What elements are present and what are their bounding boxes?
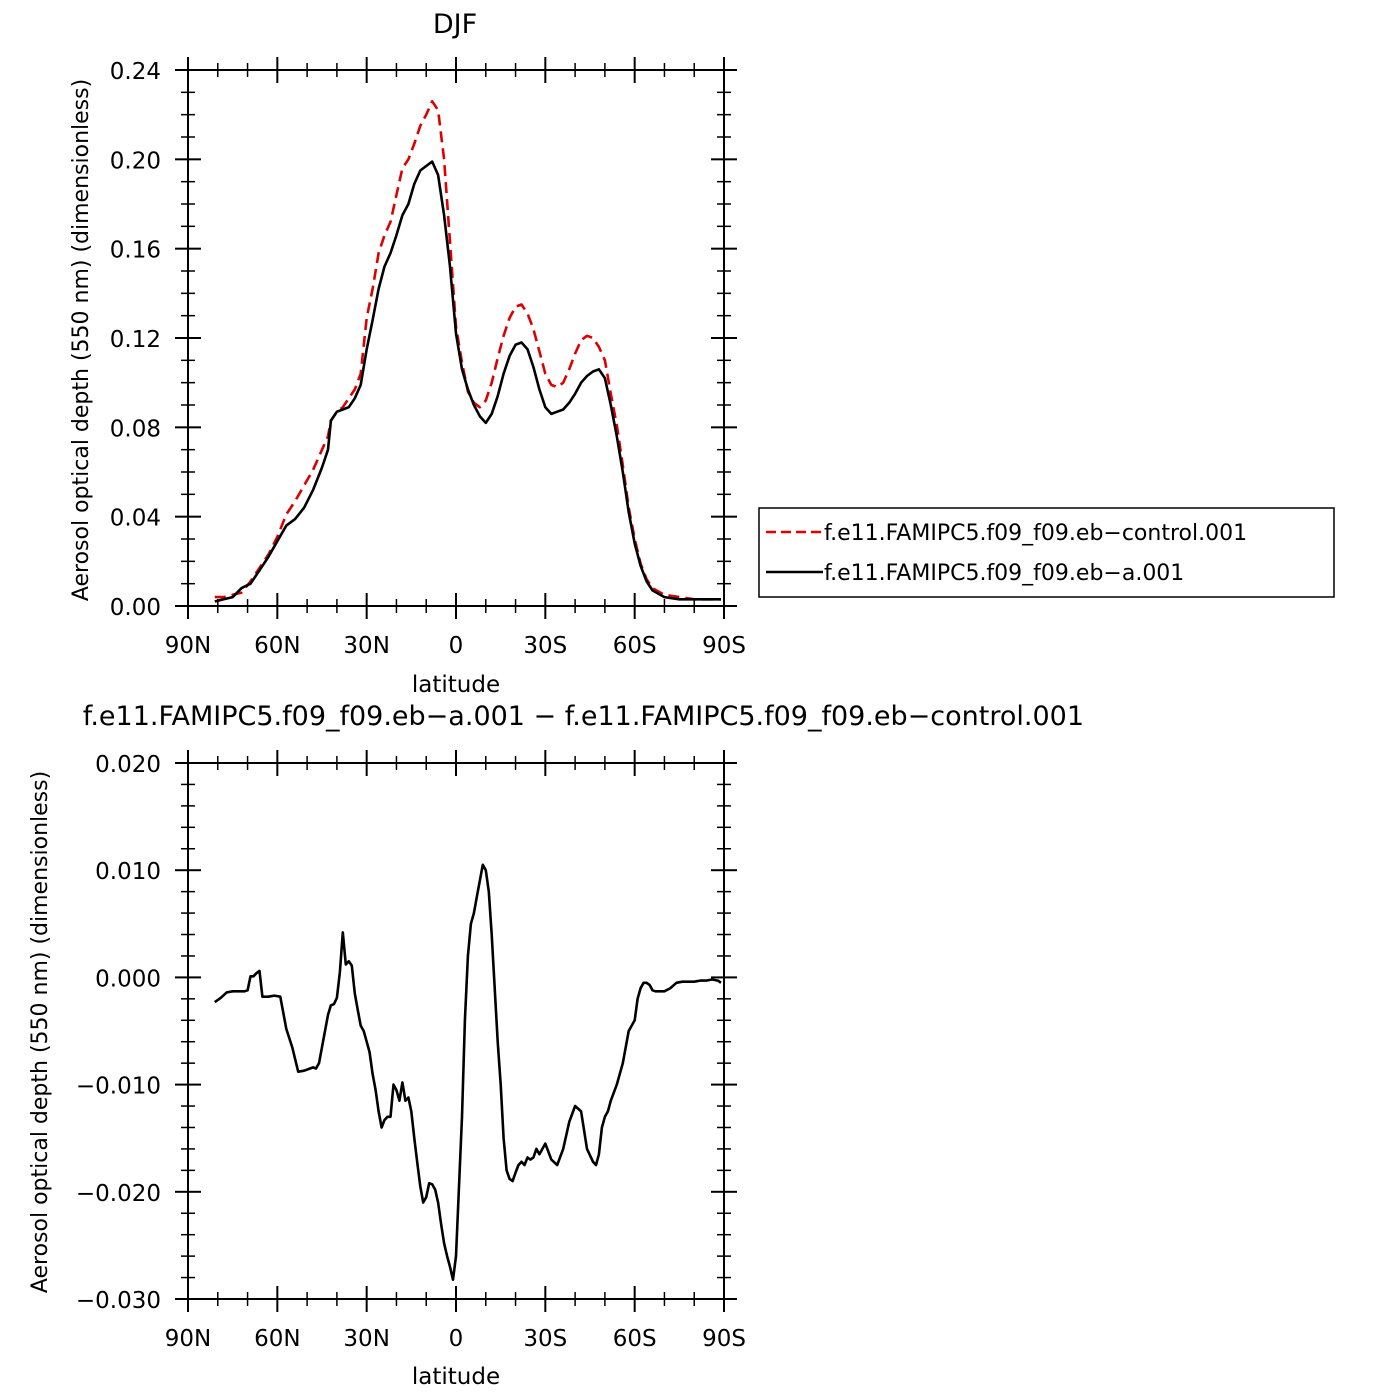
x-tick-label: 0	[449, 1326, 464, 1352]
panel-bottom-series	[214, 863, 722, 1281]
y-tick-label: −0.020	[76, 1181, 161, 1207]
legend-label-a: f.e11.FAMIPC5.f09_f09.eb−a.001	[824, 561, 1184, 586]
panel-top-ylabel: Aerosol optical depth (550 nm) (dimensio…	[69, 79, 94, 601]
y-tick-label: 0.12	[110, 327, 161, 353]
x-tick-label: 60N	[254, 1326, 300, 1352]
y-tick-label: 0.00	[110, 595, 161, 621]
panel-top-title: DJF	[433, 9, 477, 40]
panel-bottom-ylabel: Aerosol optical depth (550 nm) (dimensio…	[28, 771, 53, 1293]
x-tick-label: 90N	[165, 1326, 211, 1352]
y-tick-label: 0.010	[95, 859, 161, 885]
y-tick-label: 0.04	[110, 506, 161, 532]
y-tick-label: 0.08	[110, 416, 161, 442]
panel-top-series	[214, 100, 721, 603]
panel-bottom-xlabel: latitude	[412, 1364, 500, 1390]
y-tick-label: 0.16	[110, 238, 161, 264]
panel-bottom-title: f.e11.FAMIPC5.f09_f09.eb−a.001 − f.e11.F…	[83, 701, 1084, 732]
series-line-1	[214, 863, 722, 1281]
x-tick-label: 30N	[343, 1326, 389, 1352]
x-tick-label: 60N	[254, 633, 300, 659]
legend-label-control: f.e11.FAMIPC5.f09_f09.eb−control.001	[824, 521, 1247, 546]
panel-top-xlabel: latitude	[412, 672, 500, 698]
x-tick-label: 90N	[165, 633, 211, 659]
panel-top-plot-frame	[187, 69, 725, 607]
y-tick-label: 0.000	[95, 966, 161, 992]
x-tick-label: 30N	[343, 633, 389, 659]
x-tick-label: 90S	[702, 1326, 746, 1352]
y-tick-label: 0.20	[110, 148, 161, 174]
x-tick-label: 90S	[702, 633, 746, 659]
panel-bottom-plot-frame	[187, 762, 725, 1300]
panel-bottom: f.e11.FAMIPC5.f09_f09.eb−a.001 − f.e11.F…	[28, 701, 1084, 1390]
legend: f.e11.FAMIPC5.f09_f09.eb−control.001 f.e…	[758, 507, 1335, 598]
y-tick-label: −0.030	[76, 1288, 161, 1314]
legend-box	[758, 507, 1335, 598]
x-tick-label: 60S	[613, 1326, 657, 1352]
panel-top-axis-ticks: 90N 60N 30N 0 30S 60S 90S 0.00 0.04 0.08 0.12 0.16 0…	[110, 57, 746, 659]
panel-bottom-axis-ticks: 90N 60N 30N 0 30S 60S 90S −0.030 −0.020 −0.010 0.0…	[76, 750, 746, 1352]
series-line-1	[214, 100, 721, 601]
x-tick-label: 30S	[523, 633, 567, 659]
y-tick-label: 0.020	[95, 752, 161, 778]
panel-top: DJF Aerosol optical depth (550 nm) (dime…	[69, 9, 746, 698]
x-tick-label: 60S	[613, 633, 657, 659]
y-tick-label: 0.24	[110, 59, 161, 85]
series-line-2	[214, 160, 721, 603]
x-tick-label: 0	[449, 633, 464, 659]
y-tick-label: −0.010	[76, 1074, 161, 1100]
x-tick-label: 30S	[523, 1326, 567, 1352]
